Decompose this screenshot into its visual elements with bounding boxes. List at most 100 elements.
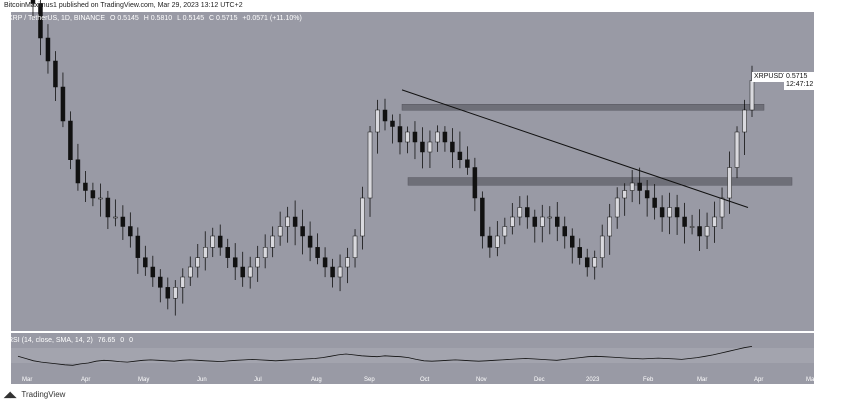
y-tick-label: 0.3300 bbox=[819, 265, 838, 271]
time-axis bbox=[11, 372, 814, 384]
y-tick-label: 0.4600 bbox=[819, 150, 838, 156]
candle-body bbox=[60, 86, 66, 122]
rsi-extra-1: 0 bbox=[120, 337, 125, 344]
candle-body bbox=[480, 197, 485, 237]
candle-body bbox=[240, 266, 245, 278]
x-tick-label: Aug bbox=[311, 377, 322, 383]
candle-body bbox=[622, 190, 627, 199]
candle-body bbox=[712, 216, 717, 227]
candle-body bbox=[225, 247, 230, 258]
low-value: L 0.5145 bbox=[177, 15, 205, 22]
candle-body bbox=[352, 235, 358, 258]
candle-body bbox=[105, 197, 111, 218]
y-tick-label: 0.5600 bbox=[819, 85, 838, 91]
candle-body bbox=[532, 216, 538, 227]
x-tick-label: Oct bbox=[420, 377, 430, 383]
candle-body bbox=[135, 235, 141, 258]
symbol-name: XRP / TetherUS, 1D, BINANCE bbox=[8, 15, 105, 22]
candle-body bbox=[510, 216, 515, 227]
candle-body bbox=[277, 226, 283, 237]
x-tick-label: Mar bbox=[697, 377, 707, 383]
candle-body bbox=[143, 257, 148, 268]
candle-body bbox=[704, 226, 710, 237]
candle-body bbox=[637, 182, 642, 191]
price-pane bbox=[11, 12, 814, 331]
candle-body bbox=[719, 197, 725, 218]
candle-body bbox=[232, 257, 238, 268]
candle-body bbox=[217, 235, 223, 248]
candle-body bbox=[255, 257, 260, 268]
candle-body bbox=[300, 226, 305, 237]
rsi-line bbox=[17, 346, 753, 366]
candle-body bbox=[165, 287, 171, 299]
candle-body bbox=[128, 226, 133, 237]
y-tick-label: 0.6400 bbox=[819, 36, 838, 42]
x-tick-label: Jun bbox=[197, 377, 207, 383]
candle-body bbox=[367, 131, 373, 199]
candle-body bbox=[262, 247, 268, 258]
rsi-legend[interactable]: RSI (14, close, SMA, 14, 2) 76.65 0 0 bbox=[8, 337, 136, 344]
candle-body bbox=[292, 216, 298, 227]
brand-name: TradingView bbox=[21, 390, 66, 399]
candle-body bbox=[659, 207, 665, 218]
change-value: +0.0571 (+11.10%) bbox=[242, 15, 302, 22]
candle-body bbox=[442, 131, 448, 143]
candle-body bbox=[173, 287, 178, 299]
candle-body bbox=[652, 197, 657, 208]
support-zone bbox=[407, 177, 793, 186]
candle-body bbox=[749, 80, 755, 111]
candle-body bbox=[158, 276, 163, 288]
candle-body bbox=[150, 266, 156, 278]
y-tick-label: 0.3600 bbox=[819, 234, 838, 240]
candle-body bbox=[614, 197, 620, 218]
x-tick-label: Mar bbox=[22, 377, 32, 383]
candle-body bbox=[195, 257, 201, 268]
symbol-legend[interactable]: XRP / TetherUS, 1D, BINANCE O 0.5145 H 0… bbox=[8, 15, 305, 22]
candle-body bbox=[405, 131, 410, 143]
x-tick-label: Ma bbox=[806, 377, 815, 383]
rsi-name: RSI (14, close, SMA, 14, 2) bbox=[8, 337, 93, 344]
candle-body bbox=[412, 131, 418, 143]
candle-body bbox=[517, 207, 523, 218]
y-tick-label: 0.4800 bbox=[819, 130, 838, 136]
candle-body bbox=[465, 159, 470, 168]
y-tick-label: 0.4200 bbox=[819, 181, 838, 187]
candle-body bbox=[382, 109, 388, 122]
candle-body bbox=[592, 257, 597, 268]
candle-body bbox=[682, 216, 687, 227]
candle-body bbox=[540, 216, 545, 227]
rsi-tick-label: 80.00 bbox=[819, 343, 835, 349]
y-tick-label: 0.6000 bbox=[819, 59, 838, 65]
high-value: H 0.5810 bbox=[143, 15, 173, 22]
candle-body bbox=[569, 235, 575, 248]
candle-body bbox=[202, 247, 208, 258]
candle-body bbox=[502, 226, 508, 237]
resistance-zone bbox=[401, 104, 765, 111]
candle-body bbox=[75, 159, 81, 184]
candle-body bbox=[555, 216, 560, 227]
candle-body bbox=[629, 182, 635, 191]
candle-body bbox=[188, 266, 193, 278]
candle-body bbox=[375, 109, 380, 133]
candle-body bbox=[727, 167, 732, 199]
candle-body bbox=[83, 182, 88, 191]
candle-body bbox=[345, 257, 350, 268]
candle-body bbox=[674, 207, 680, 218]
candle-body bbox=[337, 266, 343, 278]
candle-body bbox=[113, 216, 118, 219]
candle-body bbox=[487, 235, 493, 248]
rsi-tick-label: 40.00 bbox=[819, 360, 835, 366]
candle-body bbox=[120, 216, 126, 227]
candle-body bbox=[180, 276, 186, 288]
publisher-header: BitcoinMaximus1 published on TradingView… bbox=[4, 2, 243, 9]
candle-body bbox=[270, 235, 275, 248]
candle-body bbox=[90, 190, 96, 199]
candle-body bbox=[457, 151, 463, 160]
x-tick-label: Apr bbox=[81, 377, 90, 383]
candle-body bbox=[420, 141, 425, 153]
candle-body bbox=[562, 226, 568, 237]
candle-body bbox=[307, 235, 313, 248]
last-price: 0.5715 bbox=[786, 73, 808, 80]
y-tick-label: 0.2750 bbox=[819, 326, 838, 332]
